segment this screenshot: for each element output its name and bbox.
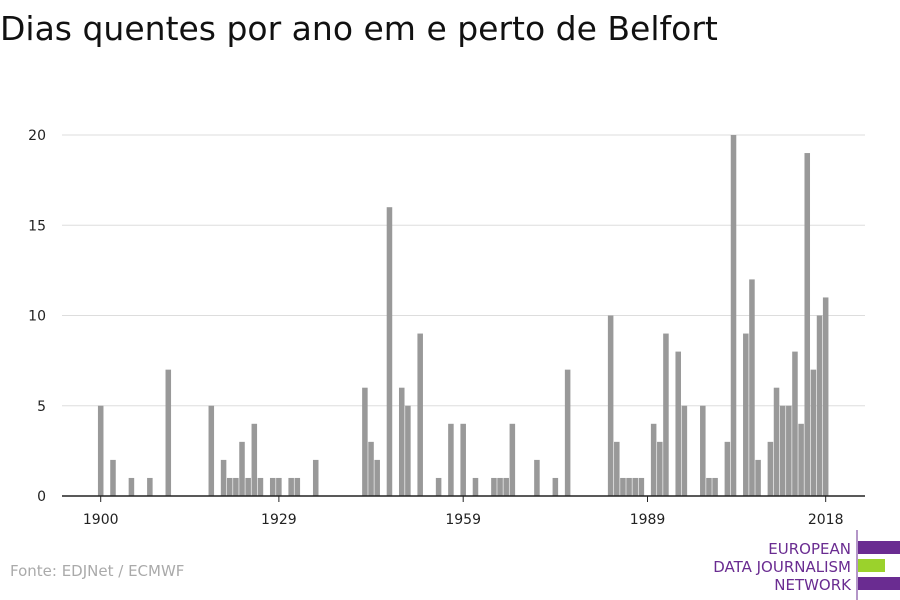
bar — [417, 333, 423, 496]
chart-title: Dias quentes por ano em e perto de Belfo… — [0, 9, 718, 48]
bar — [110, 459, 116, 496]
x-tick-label: 1900 — [83, 512, 119, 528]
bar — [614, 441, 620, 496]
x-tick-label: 1989 — [630, 512, 666, 528]
bar — [534, 459, 540, 496]
bar — [564, 369, 571, 496]
bar — [681, 405, 688, 496]
bar — [804, 153, 811, 497]
bar — [767, 441, 774, 496]
bar — [147, 477, 153, 496]
bar — [460, 423, 466, 496]
bar — [472, 477, 479, 496]
bar — [276, 477, 282, 496]
bar — [251, 423, 258, 496]
bar — [743, 333, 749, 496]
bar — [208, 405, 215, 496]
y-tick-label: 0 — [37, 489, 46, 505]
bar — [226, 477, 233, 496]
logo-bar — [858, 541, 900, 554]
bar — [257, 477, 264, 496]
bar — [398, 387, 405, 496]
bar — [374, 459, 380, 496]
bar — [626, 477, 632, 496]
bar — [362, 387, 368, 496]
bar — [491, 477, 497, 496]
bar — [816, 315, 823, 496]
logo-text: EUROPEAN — [768, 540, 851, 558]
bar — [239, 441, 245, 496]
bar — [386, 207, 393, 496]
bar — [245, 477, 251, 496]
bar — [792, 351, 798, 496]
bar — [220, 459, 227, 496]
bar — [798, 423, 804, 496]
bar — [779, 405, 786, 496]
bar — [657, 441, 663, 496]
bar — [448, 423, 454, 496]
bar — [233, 477, 239, 496]
bar — [675, 351, 681, 496]
y-tick-label: 15 — [28, 218, 46, 234]
bar — [755, 459, 761, 496]
x-tick-label: 1959 — [445, 512, 481, 528]
bar — [97, 405, 104, 496]
bar — [650, 423, 657, 496]
x-tick-label: 1929 — [261, 512, 297, 528]
bar — [497, 477, 503, 496]
bar — [712, 477, 718, 496]
bar — [269, 477, 276, 496]
bar — [503, 477, 509, 496]
bar — [663, 333, 669, 496]
bar — [700, 405, 706, 496]
x-tick-label: 2018 — [808, 512, 844, 528]
bar — [509, 423, 516, 496]
bar — [773, 387, 780, 496]
bar — [294, 477, 301, 496]
bar — [405, 405, 411, 496]
bar — [786, 405, 792, 496]
bar — [632, 477, 638, 496]
bar — [312, 459, 319, 496]
logo: EUROPEAN DATA JOURNALISM NETWORK — [713, 530, 900, 600]
bar — [706, 477, 712, 496]
source: Fonte: EDJNet / ECMWF — [10, 562, 184, 580]
bar — [165, 369, 172, 496]
logo-bar — [858, 577, 900, 590]
logo-text: NETWORK — [774, 576, 852, 594]
bar — [810, 369, 817, 496]
bar — [435, 477, 442, 496]
y-tick-label: 10 — [28, 309, 46, 325]
y-tick-label: 20 — [28, 128, 46, 144]
bar — [607, 315, 614, 496]
bar — [749, 279, 755, 496]
bar — [620, 477, 626, 496]
bar — [724, 441, 731, 496]
bar — [368, 441, 374, 496]
bar — [288, 477, 294, 496]
y-tick-label: 5 — [37, 399, 46, 415]
bar — [638, 477, 645, 496]
bar — [128, 477, 135, 496]
bar — [822, 297, 829, 496]
bar — [552, 477, 559, 496]
logo-bar — [858, 559, 885, 572]
logo-text: DATA JOURNALISM — [713, 558, 851, 576]
bar — [730, 135, 737, 496]
